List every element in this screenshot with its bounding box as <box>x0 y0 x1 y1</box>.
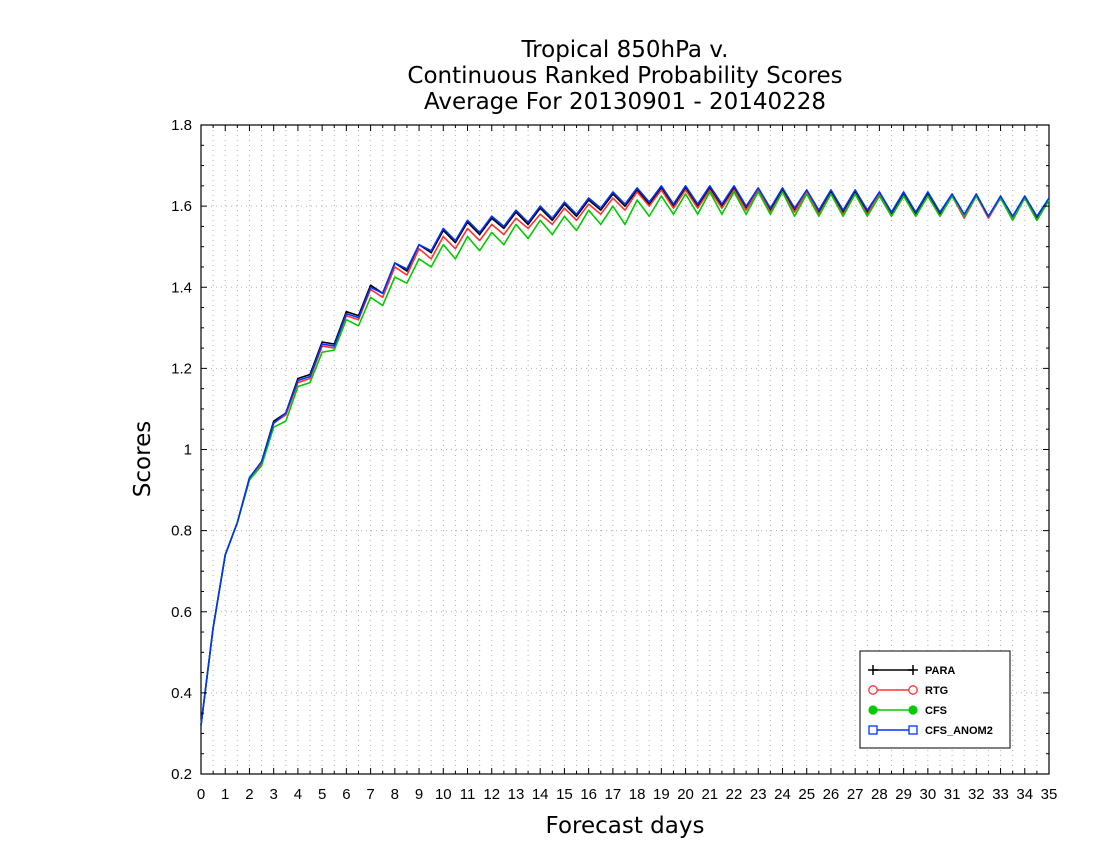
y-tick-label: 1.4 <box>171 279 192 296</box>
x-tick-label: 30 <box>920 786 937 803</box>
x-tick-label: 22 <box>726 786 743 803</box>
y-tick-label: 0.8 <box>171 523 192 540</box>
y-tick-label: 1.6 <box>171 198 192 215</box>
x-axis-title: Forecast days <box>546 813 705 839</box>
x-tick-label: 32 <box>968 786 985 803</box>
x-tick-label: 29 <box>895 786 912 803</box>
x-tick-label: 23 <box>750 786 767 803</box>
legend-label-cfs: CFS <box>925 705 947 717</box>
x-tick-label: 31 <box>944 786 961 803</box>
legend-marker-plus-icon <box>908 665 918 675</box>
x-tick-label: 24 <box>774 786 791 803</box>
x-tick-label: 25 <box>798 786 815 803</box>
x-tick-label: 33 <box>992 786 1009 803</box>
y-tick-label: 0.2 <box>171 766 192 783</box>
legend-box <box>859 650 1011 749</box>
x-tick-label: 4 <box>294 786 302 803</box>
x-tick-label: 2 <box>245 786 253 803</box>
y-tick-label: 1.2 <box>171 360 192 377</box>
chart-title-line-2: Continuous Ranked Probability Scores <box>407 63 843 89</box>
y-tick-label: 1.8 <box>171 117 192 134</box>
legend-marker-open-circle-icon <box>908 685 918 695</box>
x-tick-label: 10 <box>435 786 452 803</box>
legend-label-rtg: RTG <box>925 685 948 697</box>
legend-label-cfs-anom2: CFS_ANOM2 <box>925 725 993 737</box>
x-tick-label: 0 <box>197 786 205 803</box>
chart-title-line-3: Average For 20130901 - 20140228 <box>423 89 827 115</box>
x-tick-label: 15 <box>556 786 573 803</box>
x-tick-label: 12 <box>483 786 500 803</box>
legend-marker-open-square-icon <box>868 725 878 735</box>
legend-label-para: PARA <box>925 665 955 677</box>
x-tick-label: 21 <box>701 786 718 803</box>
legend-marker-open-square-icon <box>908 725 918 735</box>
y-tick-label: 1 <box>184 442 192 459</box>
x-tick-label: 35 <box>1041 786 1058 803</box>
x-tick-label: 20 <box>677 786 694 803</box>
y-axis-title: Scores <box>130 421 156 497</box>
x-tick-label: 13 <box>508 786 525 803</box>
x-tick-label: 27 <box>847 786 864 803</box>
x-tick-label: 28 <box>871 786 888 803</box>
chart-title-line-1: Tropical 850hPa v. <box>521 37 729 63</box>
x-tick-label: 7 <box>366 786 374 803</box>
axis-ticks: 0 1 2 3 4 5 6 7 8 9 10 11 12 13 14 15 16 17 18 19 20 21 22 23 24… <box>171 117 1057 803</box>
legend-marker-open-circle-icon <box>868 685 878 695</box>
x-tick-label: 3 <box>270 786 278 803</box>
legend-marker-plus-icon <box>868 665 878 675</box>
x-tick-label: 17 <box>605 786 622 803</box>
legend: PARA RTG CFS CFS_ANOM2 <box>859 650 1011 749</box>
x-tick-label: 16 <box>580 786 597 803</box>
series-line-cfs-anom2 <box>200 185 1050 726</box>
x-tick-label: 18 <box>629 786 646 803</box>
x-tick-label: 14 <box>532 786 549 803</box>
legend-marker-filled-circle-icon <box>868 705 878 715</box>
x-tick-label: 5 <box>318 786 326 803</box>
y-tick-label: 0.4 <box>171 685 192 702</box>
x-tick-label: 9 <box>415 786 423 803</box>
series-line-cfs <box>200 191 1050 726</box>
y-tick-label: 0.6 <box>171 604 192 621</box>
x-tick-label: 6 <box>342 786 350 803</box>
series-line-para <box>200 187 1050 726</box>
x-tick-label: 19 <box>653 786 670 803</box>
x-tick-label: 8 <box>391 786 399 803</box>
x-tick-label: 11 <box>460 786 476 803</box>
x-tick-label: 34 <box>1016 786 1033 803</box>
legend-marker-filled-circle-icon <box>908 705 918 715</box>
x-tick-label: 1 <box>221 786 229 803</box>
series-lines <box>200 185 1050 726</box>
x-tick-label: 26 <box>823 786 840 803</box>
